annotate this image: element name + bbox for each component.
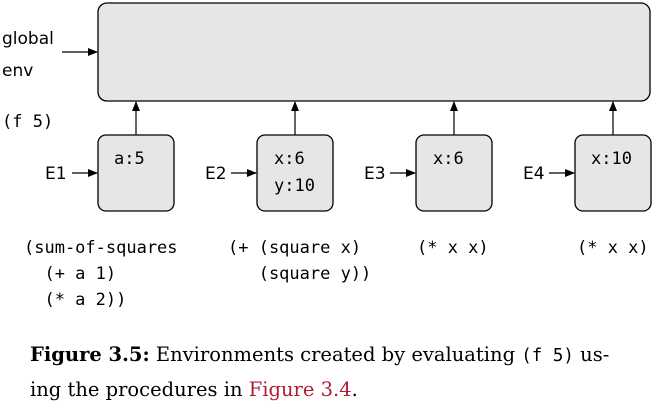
frame-e2-body-line2: (square y)) xyxy=(228,264,371,284)
frame-e4-box xyxy=(574,134,652,212)
frame-e4-body-line1: (* x x) xyxy=(577,238,649,258)
frame-e3-binding-x: x:6 xyxy=(433,149,464,169)
frame-e3-box xyxy=(415,134,493,212)
call-expression: (f 5) xyxy=(2,112,53,132)
caption-code: (f 5) xyxy=(521,346,574,366)
frame-e2-box xyxy=(256,134,334,212)
caption-end: . xyxy=(351,378,358,401)
frame-e1-binding-a: a:5 xyxy=(114,149,145,169)
figure-caption: Figure 3.5: Environments created by eval… xyxy=(30,338,630,406)
frame-e3-body-line1: (* x x) xyxy=(417,238,489,258)
frame-e1-label: E1 xyxy=(45,164,67,184)
frame-e1-body-line3: (* a 2)) xyxy=(24,290,126,310)
frame-e2-body-line1: (+ (square x) xyxy=(228,238,361,258)
global-env-label-line1: global xyxy=(2,29,54,49)
frame-e2-label: E2 xyxy=(205,164,227,184)
frame-e3-label: E3 xyxy=(364,164,386,184)
frame-e2-binding-y: y:10 xyxy=(274,176,315,196)
global-env-label-line2: env xyxy=(2,61,33,81)
caption-text-after: us-ing the procedures in xyxy=(30,343,610,401)
frame-e4-binding-x: x:10 xyxy=(591,149,632,169)
frame-e4-label: E4 xyxy=(523,164,545,184)
caption-text-before: Environments created by evaluating xyxy=(149,343,522,366)
global-env-box xyxy=(97,2,651,102)
figure-reference-link[interactable]: Figure 3.4 xyxy=(248,378,352,401)
frame-e1-box xyxy=(97,134,175,212)
frame-e2-binding-x: x:6 xyxy=(274,149,305,169)
figure-number: Figure 3.5: xyxy=(30,343,150,366)
frame-e1-body-line1: (sum-of-squares xyxy=(24,238,178,258)
frame-e1-body-line2: (+ a 1) xyxy=(24,264,116,284)
